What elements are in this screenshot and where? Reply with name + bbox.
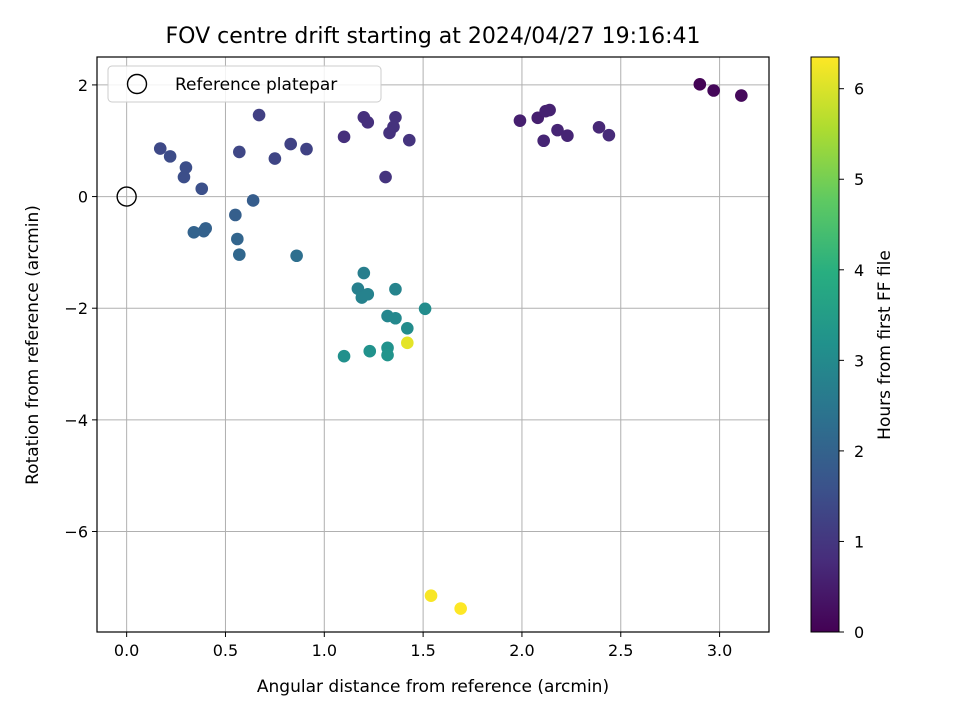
scatter-point xyxy=(735,89,748,102)
legend: Reference platepar xyxy=(107,65,382,103)
grid-lines xyxy=(97,57,769,632)
scatter-point xyxy=(363,344,377,358)
plot-frame xyxy=(96,56,770,633)
colorbar-tick-label: 2 xyxy=(854,442,864,461)
y-tick-label: −4 xyxy=(64,411,88,430)
scatter-point xyxy=(381,348,394,362)
scatter-point xyxy=(195,182,209,196)
colorbar-ticks: 0 1 2 3 4 5 6 xyxy=(839,80,864,642)
colorbar-tick-label: 1 xyxy=(854,532,864,551)
x-tick-label: 2.5 xyxy=(608,641,633,660)
scatter-point xyxy=(418,302,432,316)
colorbar-tick-label: 3 xyxy=(854,351,864,370)
scatter-point xyxy=(389,282,402,296)
scatter-point xyxy=(187,225,201,239)
scatter-point xyxy=(379,170,392,184)
colorbar: 0 1 2 3 4 5 6 Hours from first FF file xyxy=(810,56,895,642)
scatter-point xyxy=(337,349,351,363)
scatter-point xyxy=(543,103,556,117)
scatter-point xyxy=(389,311,402,325)
colorbar-gradient xyxy=(811,57,839,632)
scatter-point xyxy=(513,114,527,127)
scatter-point xyxy=(231,232,244,246)
scatter-point xyxy=(537,134,550,148)
y-axis-label: Rotation from reference (arcmin) xyxy=(23,205,43,485)
scatter-point xyxy=(268,152,282,165)
scatter-point xyxy=(284,137,297,151)
scatter-point xyxy=(402,133,416,147)
x-axis-ticks: 0.0 0.5 1.0 1.5 2.0 2.5 3.0 xyxy=(114,632,732,660)
scatter-point xyxy=(401,322,414,335)
y-tick-label: 0 xyxy=(78,188,88,207)
reference-marker xyxy=(116,186,137,207)
x-tick-label: 0.5 xyxy=(213,641,238,660)
scatter-point xyxy=(693,78,707,91)
scatter-point xyxy=(252,108,266,122)
scatter-point xyxy=(290,249,303,263)
scatter-point xyxy=(424,589,438,603)
colorbar-tick-label: 0 xyxy=(854,623,864,642)
y-tick-label: 2 xyxy=(78,76,88,95)
y-tick-label: −6 xyxy=(64,523,88,542)
scatter-point xyxy=(163,150,177,163)
scatter-point xyxy=(401,336,414,350)
scatter-point xyxy=(233,145,246,159)
x-tick-label: 2.0 xyxy=(509,641,534,660)
scatter-point xyxy=(233,248,246,261)
legend-marker-icon xyxy=(126,73,148,95)
colorbar-frame xyxy=(810,56,840,633)
scatter-point xyxy=(229,208,242,222)
scatter-point xyxy=(383,126,396,140)
legend-entry-label: Reference platepar xyxy=(175,75,337,95)
data-points xyxy=(153,78,748,615)
scatter-point xyxy=(197,224,211,238)
scatter-point xyxy=(337,130,351,144)
scatter-point xyxy=(389,110,402,124)
colorbar-tick-label: 6 xyxy=(854,80,864,99)
legend-box xyxy=(107,65,382,103)
x-tick-label: 3.0 xyxy=(707,641,732,660)
scatter-point xyxy=(177,170,191,184)
reference-point xyxy=(116,186,137,207)
scatter-point xyxy=(551,123,564,137)
scatter-point xyxy=(246,194,260,207)
scatter-point xyxy=(179,161,193,174)
scatter-point xyxy=(153,142,167,155)
scatter-point xyxy=(707,84,720,97)
scatter-point xyxy=(561,129,574,143)
x-axis-label: Angular distance from reference (arcmin) xyxy=(257,677,609,697)
scatter-point xyxy=(454,602,467,615)
scatter-point xyxy=(361,116,375,129)
y-tick-label: −2 xyxy=(64,299,88,318)
chart-title: FOV centre drift starting at 2024/04/27 … xyxy=(166,24,701,49)
colorbar-tick-label: 5 xyxy=(854,170,864,189)
x-tick-label: 1.0 xyxy=(312,641,337,660)
scatter-point xyxy=(602,128,616,142)
y-axis-ticks: 2 0 −2 −4 −6 xyxy=(64,76,97,542)
colorbar-label: Hours from first FF file xyxy=(875,250,895,440)
scatter-point xyxy=(592,121,606,134)
scatter-point xyxy=(357,266,371,280)
scatter-point xyxy=(300,142,313,156)
colorbar-tick-label: 4 xyxy=(854,261,864,280)
x-tick-label: 0.0 xyxy=(114,641,139,660)
scatter-point xyxy=(361,287,375,301)
x-tick-label: 1.5 xyxy=(410,641,435,660)
